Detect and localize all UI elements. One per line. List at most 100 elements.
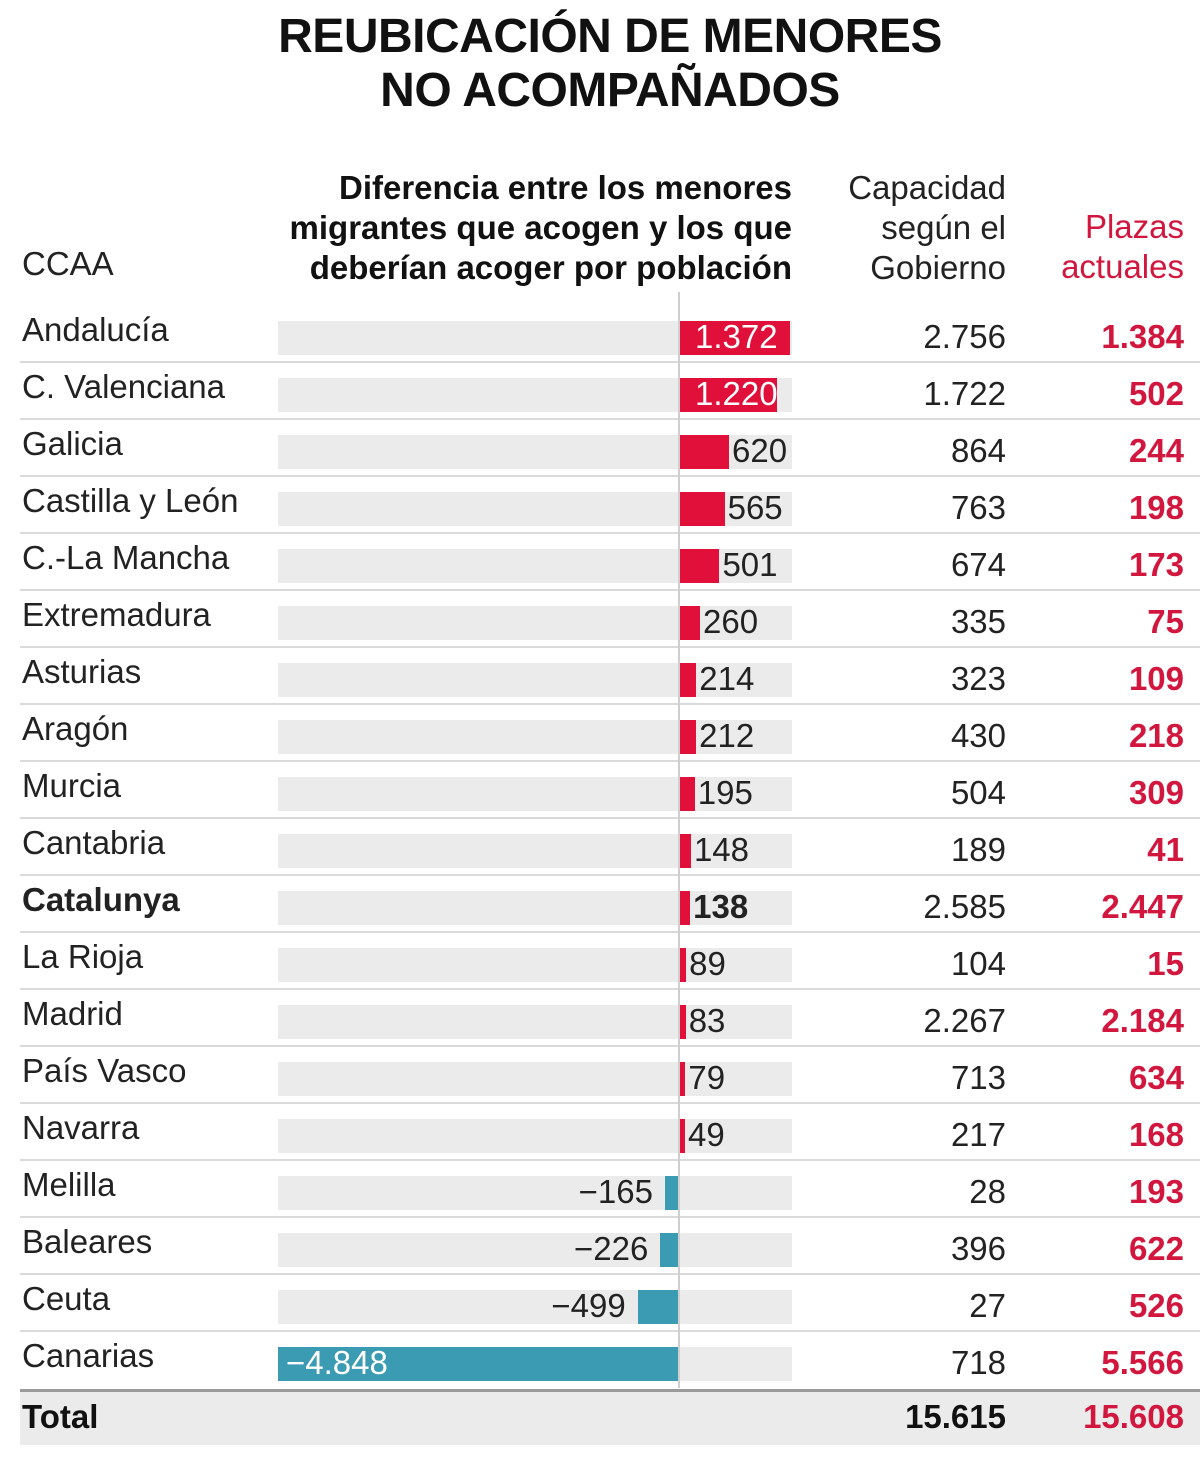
header-capacity-line-3: Gobierno xyxy=(870,249,1006,286)
bar-value-label: −499 xyxy=(551,1287,626,1324)
bar xyxy=(679,720,697,754)
bar xyxy=(679,492,725,526)
places-value: 622 xyxy=(1128,1230,1184,1267)
table-row: Baleares −226 396 622 xyxy=(0,1216,1200,1273)
places-value: 173 xyxy=(1128,546,1184,583)
bar xyxy=(660,1233,679,1267)
table-row: Cantabria 148 189 41 xyxy=(0,817,1200,874)
header-difference: Diferencia entre los menores migrantes q… xyxy=(200,168,792,288)
table-row: Madrid 83 2.267 2.184 xyxy=(0,988,1200,1045)
table-row: Extremadura 260 335 75 xyxy=(0,589,1200,646)
capacity-value: 713 xyxy=(950,1059,1006,1096)
capacity-value: 28 xyxy=(969,1173,1006,1210)
bar xyxy=(278,1347,679,1381)
bar-value-label: 565 xyxy=(727,489,783,526)
region-label: La Rioja xyxy=(22,938,144,975)
table-row: C.-La Mancha 501 674 173 xyxy=(0,532,1200,589)
places-value: 526 xyxy=(1128,1287,1184,1324)
region-label: Navarra xyxy=(22,1109,140,1146)
header-ccaa: CCAA xyxy=(22,245,114,282)
bar xyxy=(679,1005,686,1039)
header-capacity-line-1: Capacidad xyxy=(848,169,1006,206)
bar-track xyxy=(278,1119,792,1153)
bar xyxy=(665,1176,679,1210)
bar-track xyxy=(278,663,792,697)
places-value: 218 xyxy=(1128,717,1184,754)
places-value: 309 xyxy=(1128,774,1184,811)
places-value: 41 xyxy=(1147,831,1184,868)
zero-axis-line xyxy=(678,292,680,1388)
bar-value-label: 49 xyxy=(688,1116,725,1153)
bar xyxy=(679,321,790,355)
places-value: 1.384 xyxy=(1101,318,1184,355)
row-separator xyxy=(20,418,1200,420)
bar-value-label: 260 xyxy=(702,603,759,640)
table-row: La Rioja 89 104 15 xyxy=(0,931,1200,988)
bar xyxy=(637,1290,679,1324)
header-capacity: Capacidad según el Gobierno xyxy=(800,168,1006,288)
table-row: Aragón 212 430 218 xyxy=(0,703,1200,760)
places-value: 2.184 xyxy=(1101,1002,1184,1039)
row-separator xyxy=(20,817,1200,819)
bar xyxy=(679,948,687,982)
bar-track xyxy=(278,1290,792,1324)
table-row: Melilla −165 28 193 xyxy=(0,1159,1200,1216)
bar xyxy=(679,435,730,469)
bar-value-label: 1.220 xyxy=(695,375,778,412)
row-separator xyxy=(20,475,1200,477)
region-label: Baleares xyxy=(22,1223,153,1260)
region-label: Melilla xyxy=(22,1166,116,1203)
capacity-value: 718 xyxy=(950,1344,1006,1381)
table-row: Catalunya 138 2.585 2.447 xyxy=(0,874,1200,931)
total-places: 15.608 xyxy=(1083,1398,1184,1435)
places-value: 198 xyxy=(1128,489,1184,526)
table-row: Andalucía 1.372 2.756 1.384 xyxy=(0,304,1200,361)
capacity-value: 2.585 xyxy=(923,888,1006,925)
capacity-value: 189 xyxy=(950,831,1006,868)
bar-value-label: 212 xyxy=(699,717,755,754)
region-label: Asturias xyxy=(22,653,142,690)
capacity-value: 674 xyxy=(950,546,1006,583)
row-separator xyxy=(20,874,1200,876)
row-separator xyxy=(20,589,1200,591)
bar-value-label: 89 xyxy=(689,945,726,982)
header-places-line-2: actuales xyxy=(1061,248,1184,285)
bar-track xyxy=(278,1176,792,1210)
table-row: Navarra 49 217 168 xyxy=(0,1102,1200,1159)
region-label: Murcia xyxy=(22,767,122,804)
bar-value-label: 138 xyxy=(693,888,749,925)
table-row: Murcia 195 504 309 xyxy=(0,760,1200,817)
row-separator xyxy=(20,532,1200,534)
bar xyxy=(679,606,700,640)
bar-track xyxy=(278,606,792,640)
bar-value-label: 195 xyxy=(697,774,753,811)
table-row: Galicia 620 864 244 xyxy=(0,418,1200,475)
places-value: 244 xyxy=(1128,432,1184,469)
header-capacity-line-2: según el xyxy=(881,209,1006,246)
capacity-value: 217 xyxy=(950,1116,1006,1153)
table-row: Canarias −4.848 718 5.566 xyxy=(0,1330,1200,1387)
region-label: C. Valenciana xyxy=(22,368,226,405)
bar xyxy=(679,663,697,697)
bar xyxy=(679,834,691,868)
row-separator xyxy=(20,361,1200,363)
capacity-value: 2.267 xyxy=(923,1002,1006,1039)
row-separator xyxy=(20,1273,1200,1275)
header-difference-line-3: deberían acoger por población xyxy=(309,249,792,286)
table-row: Asturias 214 323 109 xyxy=(0,646,1200,703)
bar-value-label: 214 xyxy=(699,660,755,697)
header-difference-line-1: Diferencia entre los menores xyxy=(338,169,792,206)
title-line-2: NO ACOMPAÑADOS xyxy=(380,64,840,117)
header-difference-line-2: migrantes que acogen y los que xyxy=(289,209,792,246)
header-places: Plazas actuales xyxy=(1010,207,1184,287)
places-value: 193 xyxy=(1128,1173,1184,1210)
bar-value-label: 501 xyxy=(722,546,778,583)
bar-value-label: 83 xyxy=(688,1002,726,1039)
table-row: C. Valenciana 1.220 1.722 502 xyxy=(0,361,1200,418)
bar xyxy=(679,378,778,412)
total-capacity: 15.615 xyxy=(905,1398,1006,1435)
row-separator xyxy=(20,1330,1200,1332)
region-label: Ceuta xyxy=(22,1280,111,1317)
region-label: Aragón xyxy=(22,710,129,747)
